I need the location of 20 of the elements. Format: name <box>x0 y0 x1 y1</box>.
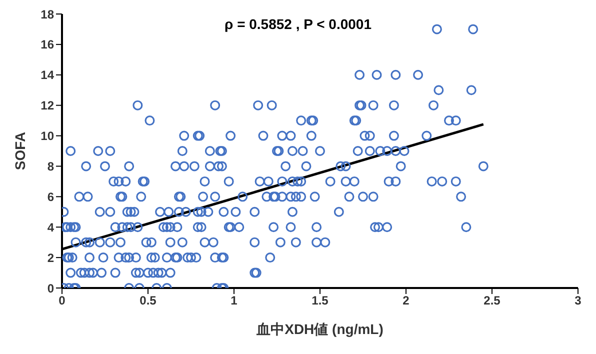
x-tick-label: 3 <box>574 294 582 308</box>
x-axis-title: 血中XDH値 (ng/mL) <box>256 321 384 337</box>
x-tick-label: 0 <box>58 294 66 308</box>
y-tick-label: 14 <box>40 68 54 82</box>
y-tick-label: 12 <box>40 98 54 113</box>
x-tick-label: 1.5 <box>312 294 329 308</box>
y-tick-label: 16 <box>40 38 54 52</box>
y-tick-label: 4 <box>47 220 54 234</box>
x-tick-label: 2 <box>402 294 410 308</box>
y-tick-label: 18 <box>40 7 54 22</box>
y-tick-label: 2 <box>47 250 54 265</box>
y-tick-label: 6 <box>47 190 54 204</box>
y-axis-title: SOFA <box>12 132 28 170</box>
annotation: ρ = 0.5852 , P < 0.0001 <box>224 16 372 32</box>
x-tick-label: 2.5 <box>484 294 501 308</box>
y-tick-label: 8 <box>47 159 54 174</box>
x-tick-label: 1 <box>230 294 238 308</box>
y-tick-label: 0 <box>47 281 54 296</box>
x-tick-label: 0.5 <box>140 294 157 308</box>
y-tick-label: 10 <box>40 129 54 144</box>
